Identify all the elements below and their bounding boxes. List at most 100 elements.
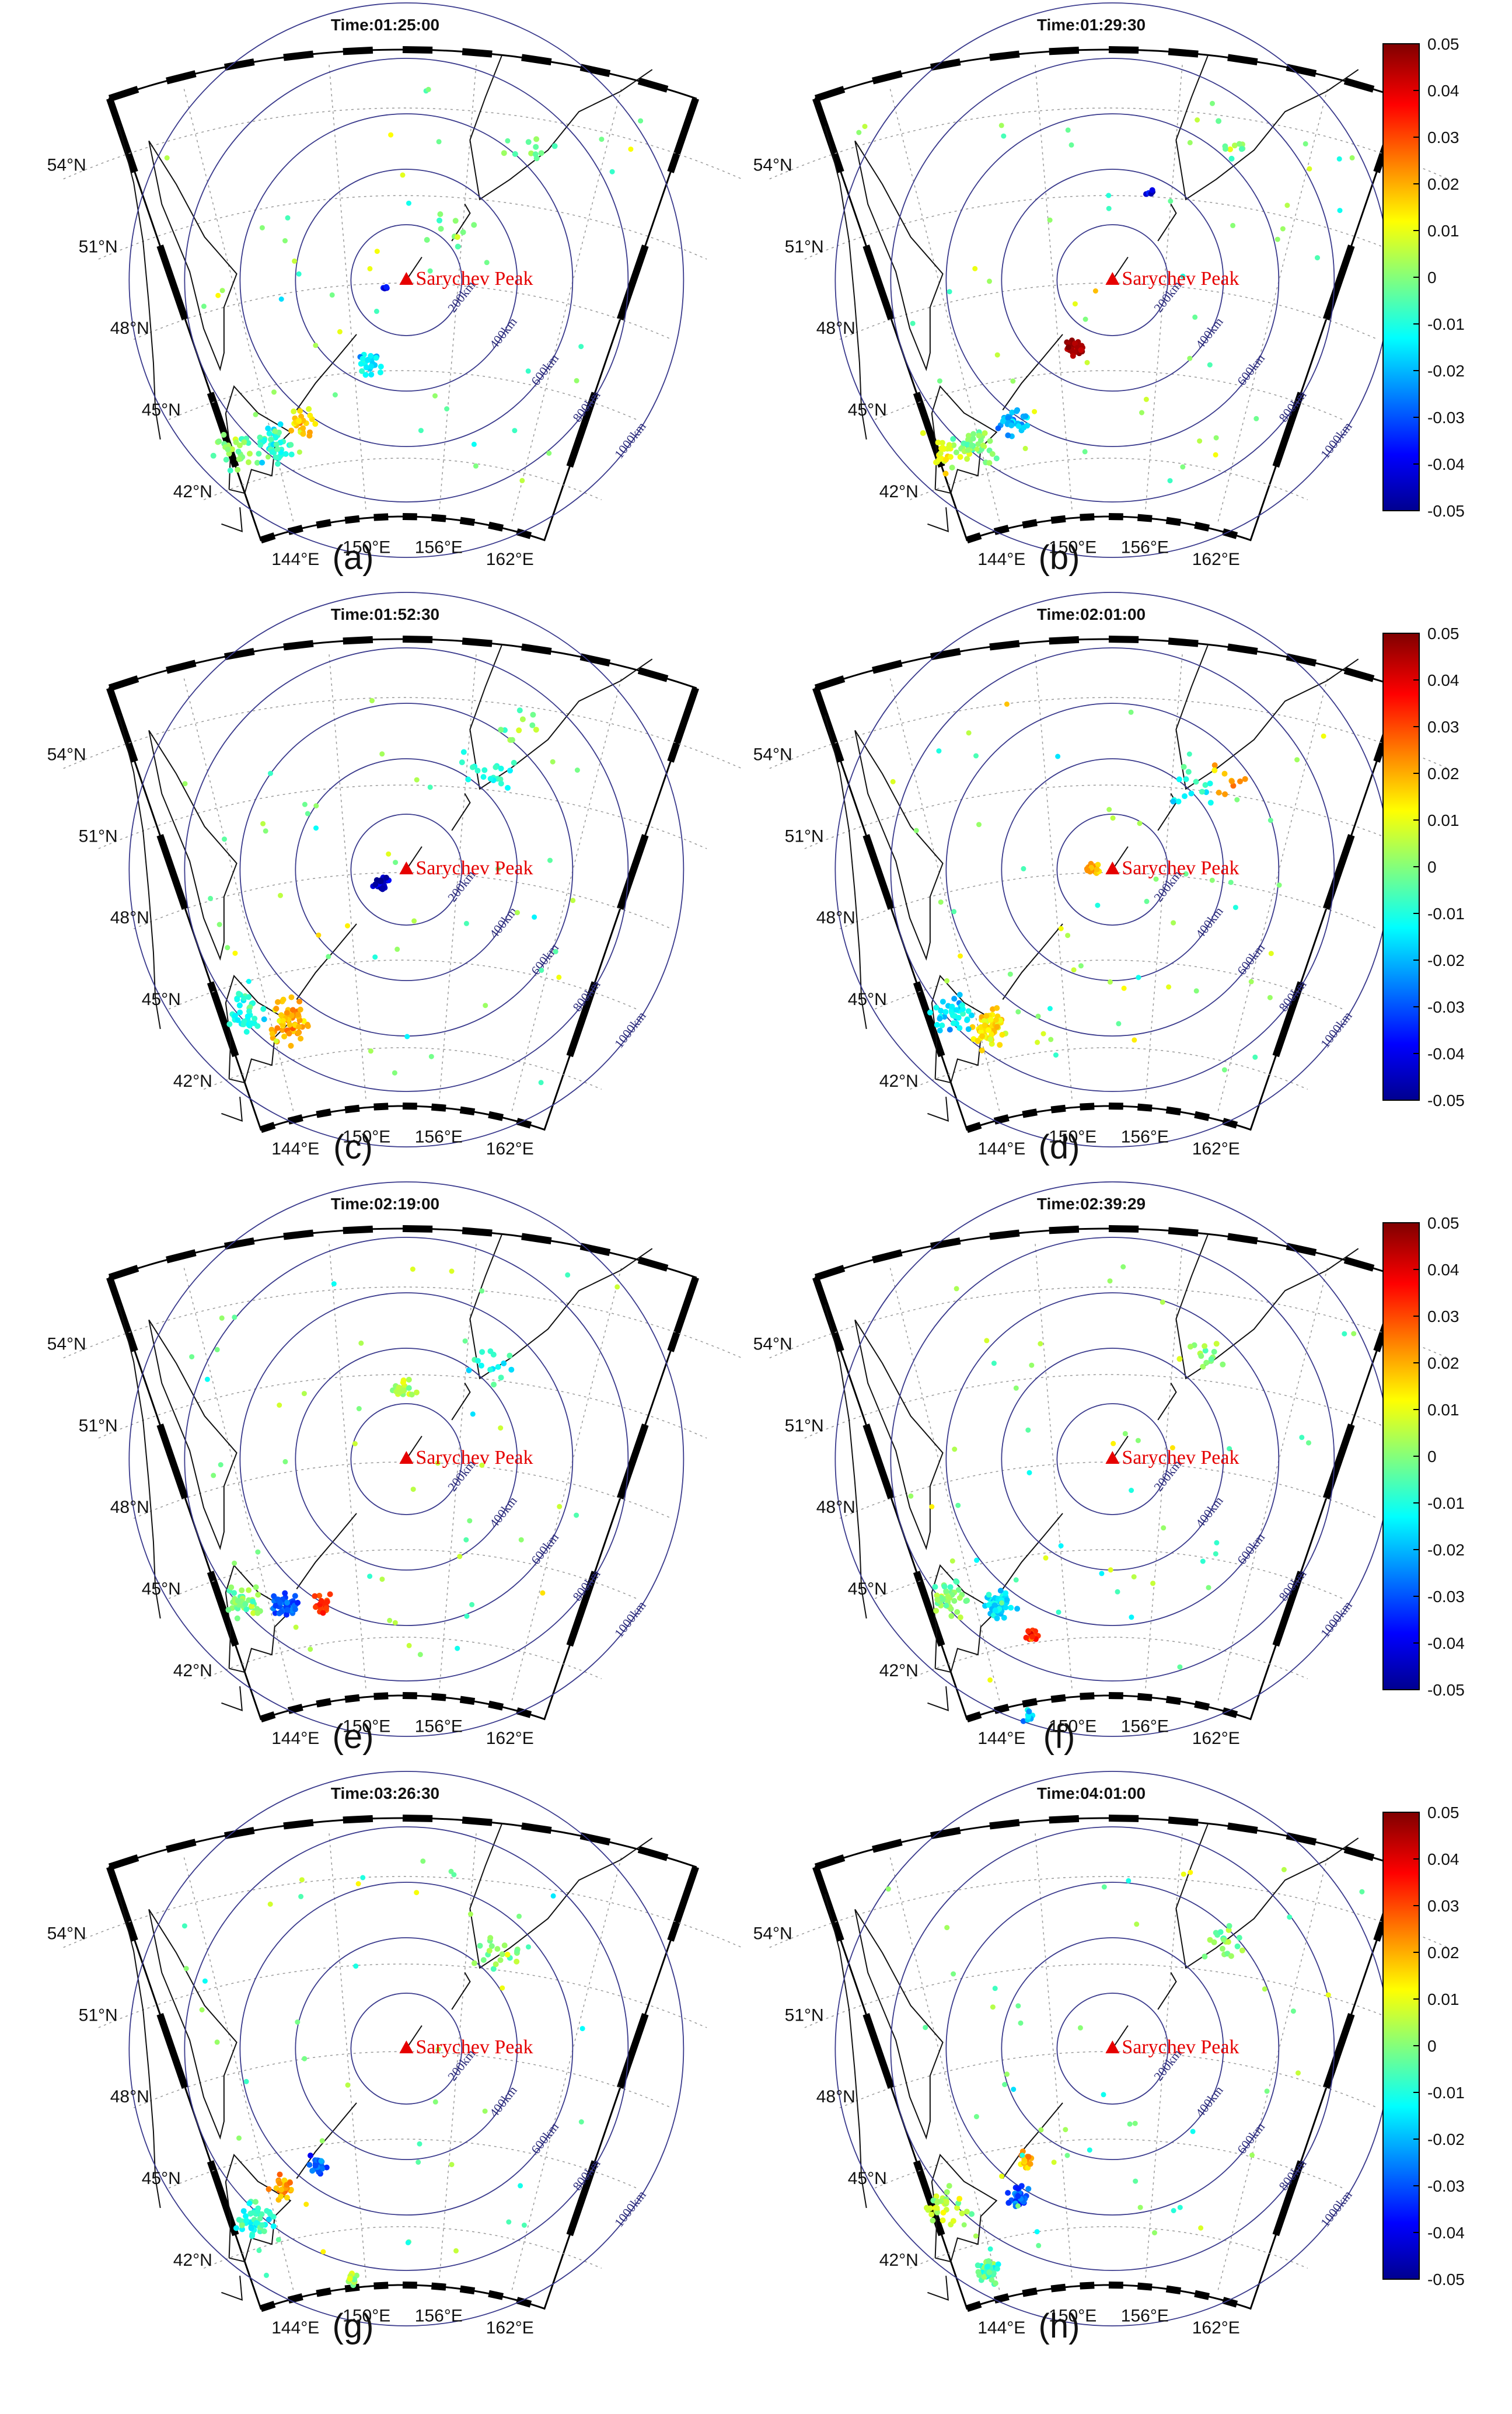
tec-point — [435, 2046, 441, 2052]
lon-label: 156°E — [415, 1717, 463, 1736]
tec-point — [508, 1366, 515, 1373]
tec-point — [279, 998, 285, 1004]
tec-point — [1209, 877, 1215, 883]
distance-ring — [945, 1882, 1280, 2216]
tec-point — [1207, 780, 1213, 787]
tec-point — [964, 456, 970, 462]
tec-point — [969, 1012, 975, 1018]
tec-point — [1126, 1878, 1132, 1883]
frame-dash — [1194, 1111, 1210, 1121]
lat-label: 54°N — [47, 745, 86, 764]
tec-point — [1337, 208, 1343, 214]
graticule-lon — [1034, 651, 1073, 1099]
tec-point — [199, 2007, 205, 2012]
tec-point — [1019, 2153, 1025, 2158]
tec-point — [975, 2262, 981, 2269]
tec-point — [862, 124, 868, 130]
frame-dash — [462, 1227, 493, 1237]
tec-point — [235, 466, 241, 473]
tec-point — [437, 217, 442, 224]
lon-label: 156°E — [1121, 1128, 1169, 1147]
graticule-lat — [839, 1461, 1378, 1519]
colorbar-tick-label: -0.02 — [1427, 1541, 1465, 1559]
tec-point — [275, 999, 281, 1005]
frame-dash — [1022, 519, 1038, 529]
lon-label: 150°E — [343, 1128, 390, 1147]
tec-point — [1087, 2147, 1092, 2153]
colorbar-tick-label: -0.02 — [1427, 362, 1465, 380]
tec-point — [1242, 776, 1248, 782]
tec-point — [1214, 1540, 1220, 1546]
tec-point — [1222, 791, 1228, 797]
tec-point — [379, 885, 386, 891]
tec-point — [1101, 2092, 1106, 2098]
tec-point — [939, 439, 945, 446]
tec-point — [453, 2248, 459, 2253]
tec-point — [1021, 424, 1027, 431]
tec-point — [947, 289, 952, 295]
panel-title: Time:04:01:00 — [1037, 1784, 1146, 1802]
ring-label: 1000km — [612, 2188, 649, 2230]
tec-point — [933, 2193, 940, 2199]
tec-point — [1238, 146, 1245, 152]
tec-point — [253, 2199, 259, 2205]
graticule-lon — [1145, 1240, 1183, 1689]
tec-point — [1010, 378, 1016, 384]
coastline — [406, 256, 422, 281]
tec-point — [337, 329, 343, 334]
colorbar-tick-label: 0.05 — [1427, 35, 1459, 53]
coastline — [221, 1097, 243, 1122]
graticule-lat — [804, 195, 1413, 260]
tec-point — [296, 999, 303, 1004]
graticule-lat — [909, 1047, 1308, 1090]
lon-label: 150°E — [343, 2307, 390, 2326]
lat-label: 45°N — [848, 2169, 887, 2188]
tec-point — [256, 451, 262, 457]
distance-ring — [1001, 169, 1224, 392]
tec-point — [295, 1600, 301, 1606]
lon-label: 162°E — [486, 2318, 534, 2338]
tec-point — [379, 1576, 385, 1582]
frame-dash — [814, 1265, 846, 1281]
tec-point — [957, 454, 963, 460]
lat-label: 54°N — [753, 745, 792, 764]
tec-point — [992, 1607, 998, 1614]
coastline — [451, 1972, 471, 2010]
colorbar-tick-label: 0 — [1427, 1447, 1437, 1466]
tec-point — [232, 1314, 238, 1320]
tec-point — [1220, 1361, 1226, 1368]
frame-dash — [1022, 1698, 1038, 1708]
tec-point — [223, 456, 229, 463]
tec-point — [225, 446, 231, 453]
lat-label: 42°N — [879, 482, 919, 501]
tec-point — [511, 759, 517, 766]
tec-point — [470, 764, 476, 770]
tec-point — [1187, 355, 1193, 361]
frame-dash — [373, 2282, 389, 2290]
tec-point — [253, 1584, 259, 1590]
tec-point — [277, 1403, 282, 1408]
tec-point — [270, 2223, 277, 2230]
tec-point — [246, 979, 252, 984]
distance-ring — [1056, 1403, 1169, 1515]
tec-point — [359, 355, 366, 362]
frame-dash — [616, 1423, 649, 1499]
tec-point — [268, 770, 273, 776]
tec-point — [993, 1017, 999, 1023]
graticule-lon — [183, 1854, 294, 2290]
tec-point — [974, 446, 980, 452]
tec-point — [941, 1583, 948, 1590]
tec-point — [266, 2216, 272, 2223]
lon-label: 144°E — [977, 1139, 1025, 1159]
tec-point — [551, 143, 558, 149]
tec-point — [1025, 1427, 1031, 1433]
tec-point — [997, 1588, 1004, 1594]
tec-point — [332, 392, 338, 397]
tec-point — [313, 343, 319, 348]
tec-point — [1253, 416, 1259, 421]
tec-point — [973, 2233, 979, 2239]
tec-point — [933, 1004, 940, 1011]
tec-point — [1047, 1006, 1053, 1011]
lon-label: 144°E — [271, 1139, 319, 1159]
tec-point — [1221, 770, 1228, 777]
